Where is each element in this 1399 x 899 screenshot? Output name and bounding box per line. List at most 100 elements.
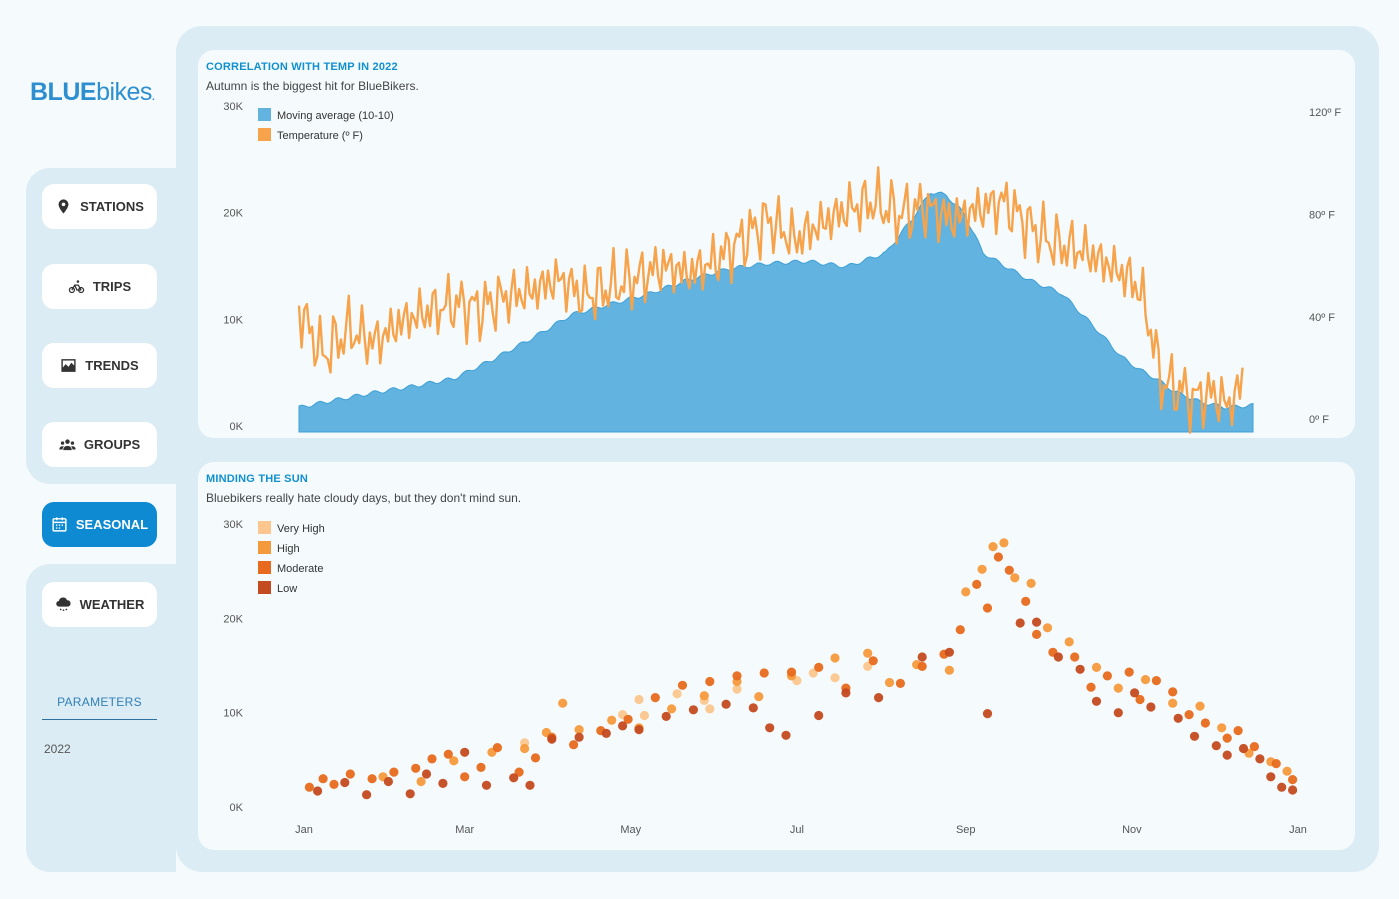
cloud-rain-icon — [55, 597, 71, 612]
bluebikes-logo[interactable]: BLUEbikes. — [30, 78, 155, 106]
scatter-point — [1113, 683, 1123, 693]
legend-swatch — [258, 541, 271, 554]
scatter-point — [367, 774, 377, 784]
calendar-icon — [52, 517, 67, 532]
scatter-point — [754, 692, 764, 702]
scatter-point — [416, 776, 426, 787]
scatter-point — [1255, 754, 1265, 764]
y-tick-label: 0K — [230, 421, 244, 433]
scatter-point — [1042, 623, 1053, 633]
y-tick-label: 20K — [223, 613, 243, 625]
nav-weather-button[interactable]: WEATHER — [42, 582, 157, 627]
nav-stations-button[interactable]: STATIONS — [42, 184, 157, 229]
scatter-point — [672, 689, 682, 699]
chart-icon — [61, 359, 76, 372]
scatter-point — [1195, 701, 1205, 711]
scatter-point — [961, 587, 971, 597]
scatter-point — [574, 725, 584, 735]
scatter-point — [623, 714, 633, 724]
scatter-point — [1070, 652, 1080, 662]
y-tick-label: 30K — [223, 101, 243, 113]
scatter-point — [304, 782, 314, 792]
moving-average-area — [298, 191, 1254, 433]
scatter-point — [1146, 702, 1156, 712]
scatter-point — [841, 688, 851, 698]
scatter-point — [977, 564, 987, 574]
y2-tick-label: 80º F — [1309, 209, 1335, 221]
scatter-point — [1021, 596, 1031, 606]
scatter-point — [1266, 772, 1276, 782]
scatter-point — [1091, 696, 1102, 706]
scatter-point — [340, 777, 350, 788]
parameters-label: PARAMETERS — [57, 695, 142, 709]
scatter-point — [732, 684, 742, 694]
scatter-point — [1249, 742, 1259, 752]
scatter-point — [318, 774, 328, 784]
scatter-point — [1064, 637, 1074, 647]
scatter-point — [438, 778, 448, 788]
nav-seasonal-button[interactable]: SEASONAL — [42, 502, 157, 547]
scatter-point — [481, 780, 492, 790]
scatter-point — [634, 725, 644, 735]
scatter-point — [389, 767, 399, 777]
scatter-point — [1015, 618, 1025, 628]
x-tick-label: Nov — [1122, 824, 1142, 836]
scatter-point — [601, 728, 611, 738]
scatter-point — [520, 743, 530, 754]
scatter-point — [383, 776, 393, 787]
y2-tick-label: 120º F — [1309, 107, 1341, 119]
scatter-point — [492, 743, 502, 753]
scatter-point — [405, 789, 415, 799]
y-tick-label: 20K — [223, 208, 243, 220]
bicycle-icon — [68, 280, 85, 294]
nav-trends-button[interactable]: TRENDS — [42, 343, 157, 388]
scatter-point — [999, 538, 1009, 548]
legend-swatch — [258, 128, 271, 141]
legend-label: Moving average (10-10) — [277, 110, 394, 122]
legend-label: High — [277, 543, 300, 555]
scatter-point — [1288, 775, 1298, 785]
scatter-point — [1200, 718, 1210, 728]
nav-groups-button[interactable]: GROUPS — [42, 422, 157, 467]
scatter-point — [547, 734, 557, 744]
chart-subtitle: Autumn is the biggest hit for BlueBikers… — [206, 79, 419, 93]
scatter-point — [1217, 723, 1227, 733]
scatter-point — [1222, 733, 1232, 743]
scatter-point — [895, 678, 906, 688]
chart-title: MINDING THE SUN — [206, 473, 308, 485]
scatter-point — [525, 780, 535, 790]
y2-tick-label: 0º F — [1309, 414, 1329, 426]
y-tick-label: 10K — [223, 314, 243, 326]
scatter-point — [514, 767, 524, 777]
scatter-point — [732, 671, 742, 681]
scatter-point — [1168, 687, 1178, 697]
scatter-point — [1130, 688, 1140, 698]
year-parameter[interactable]: 2022 — [44, 742, 71, 756]
scatter-point — [618, 721, 628, 731]
scatter-point — [688, 705, 698, 715]
nav-label: WEATHER — [79, 597, 145, 612]
scatter-point — [1151, 676, 1161, 686]
scatter-point — [944, 647, 955, 657]
x-tick-label: Jan — [295, 824, 313, 836]
scatter-point — [814, 662, 824, 672]
scatter-point — [1032, 629, 1042, 639]
scatter-point — [759, 668, 769, 678]
scatter-point — [1222, 750, 1232, 760]
scatter-point — [863, 648, 873, 658]
scatter-point — [1173, 713, 1183, 723]
scatter-point — [982, 603, 993, 613]
legend-swatch — [258, 108, 271, 121]
nav-trips-button[interactable]: TRIPS — [42, 264, 157, 309]
nav-label: TRIPS — [92, 279, 132, 294]
scatter-point — [874, 693, 884, 703]
scatter-point — [830, 673, 840, 683]
legend-swatch — [258, 561, 271, 574]
scatter-point — [558, 698, 568, 708]
scatter-point — [634, 694, 644, 705]
scatter-point — [814, 710, 824, 721]
scatter-point — [1184, 710, 1194, 720]
x-tick-label: Jan — [1289, 824, 1307, 836]
scatter-point — [786, 667, 797, 677]
scatter-point — [639, 710, 649, 721]
